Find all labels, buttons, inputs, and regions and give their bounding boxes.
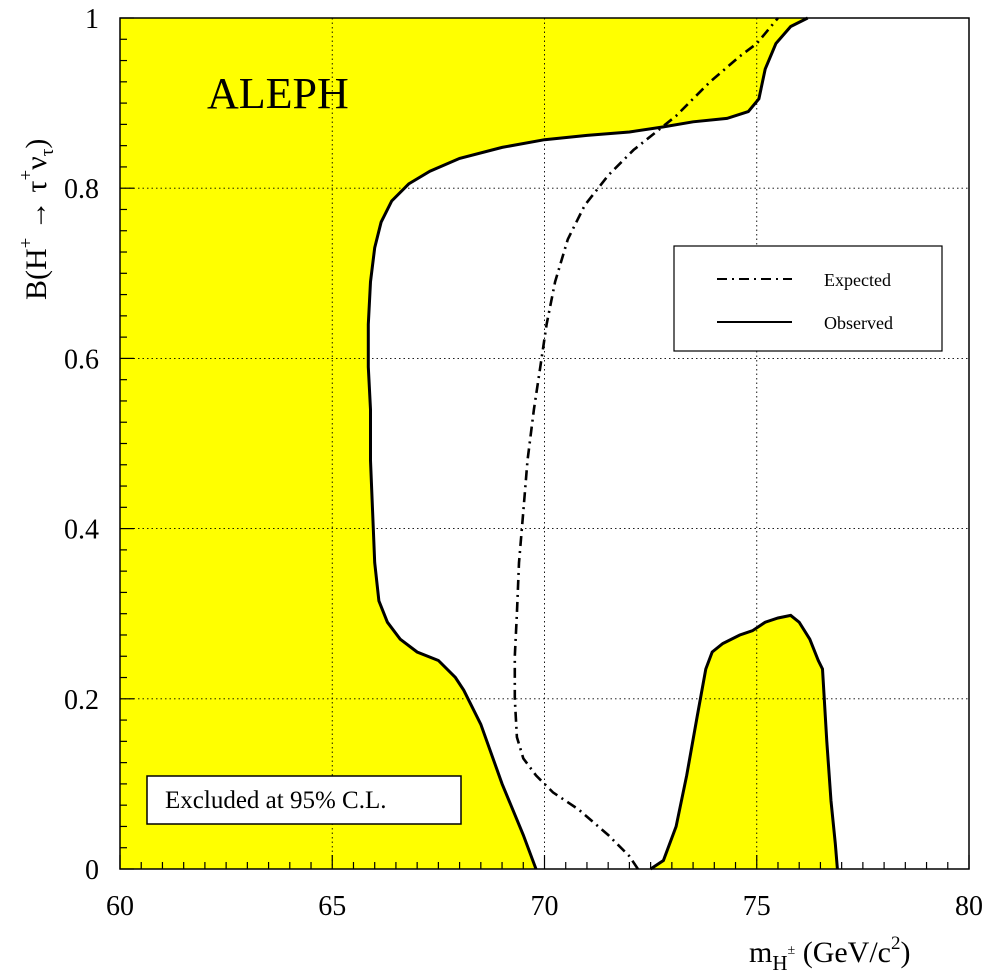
y-axis-label: B(H+ → τ+ντ) bbox=[16, 139, 58, 300]
y-axis-main: B(H bbox=[20, 248, 53, 300]
y-axis-close: ) bbox=[20, 139, 53, 149]
y-tick-label-4: 0.8 bbox=[64, 174, 99, 205]
x-tick-label-3: 75 bbox=[743, 891, 771, 922]
x-axis-unit-close: ) bbox=[901, 936, 911, 969]
y-axis-title: B(H+ → τ+ντ) bbox=[16, 139, 58, 300]
aleph-label: ALEPH bbox=[207, 69, 349, 118]
excluded-note-label: Excluded at 95% C.L. bbox=[165, 787, 386, 814]
x-tick-label-2: 70 bbox=[531, 891, 559, 922]
x-axis-subscript: H bbox=[772, 951, 787, 973]
x-tick-label-4: 80 bbox=[955, 891, 983, 922]
y-tick-label-0: 0 bbox=[85, 855, 99, 886]
x-tick-label-1: 65 bbox=[318, 891, 346, 922]
x-tick-label-0: 60 bbox=[106, 891, 134, 922]
legend-observed-label: Observed bbox=[824, 313, 893, 333]
y-tick-label-5: 1 bbox=[85, 4, 99, 35]
excluded-note: Excluded at 95% C.L. bbox=[147, 776, 461, 824]
y-axis-nu: ν bbox=[20, 156, 53, 170]
y-tick-label-2: 0.4 bbox=[64, 515, 99, 546]
legend-expected-label: Expected bbox=[824, 270, 891, 290]
legend: Expected Observed bbox=[674, 246, 942, 351]
y-tick-label-1: 0.2 bbox=[64, 685, 99, 716]
x-axis-mass-symbol: m bbox=[749, 936, 772, 969]
y-axis-h-charge: + bbox=[16, 238, 37, 249]
legend-box bbox=[674, 246, 942, 351]
y-tick-label-3: 0.6 bbox=[64, 344, 99, 375]
x-axis-unit-power: 2 bbox=[891, 933, 901, 954]
y-axis-tau-charge: + bbox=[16, 170, 37, 181]
x-axis-unit-open: (GeV/c bbox=[795, 936, 891, 969]
y-axis-arrow: → τ bbox=[20, 181, 53, 238]
